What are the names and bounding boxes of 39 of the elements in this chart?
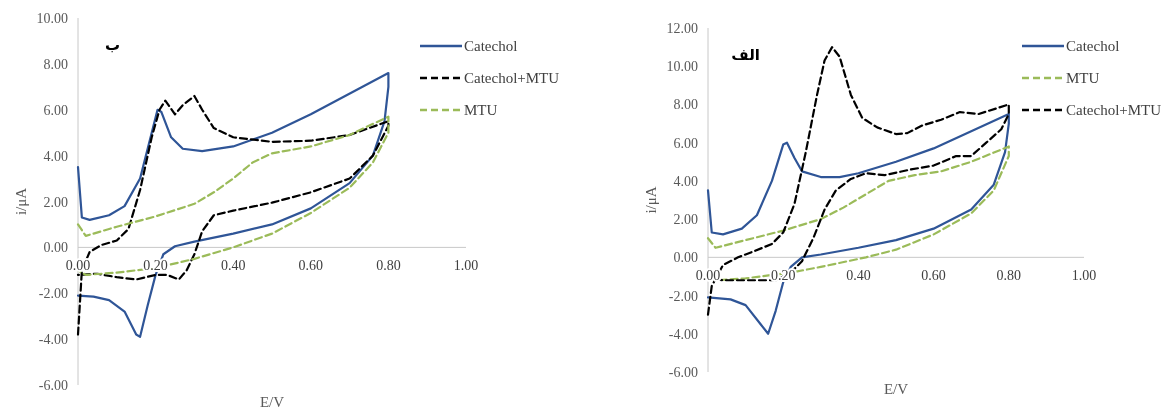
annotation: الف bbox=[731, 46, 760, 64]
x-axis-title: E/V bbox=[259, 394, 285, 410]
legend-label: MTU bbox=[1066, 70, 1100, 86]
y-tick-label: 2.00 bbox=[673, 212, 698, 228]
x-tick-label: 0.40 bbox=[220, 258, 246, 274]
y-tick-label: 10.00 bbox=[666, 59, 698, 75]
legend-label: Catechol+MTU bbox=[464, 70, 560, 86]
legend-label: Catechol bbox=[464, 38, 518, 54]
legend-label: Catechol bbox=[1066, 38, 1120, 54]
x-tick-label: 1.00 bbox=[453, 258, 479, 274]
y-tick-label: 6.00 bbox=[43, 102, 68, 118]
x-tick-label: 0.00 bbox=[695, 268, 721, 284]
y-axis-title: i/μA bbox=[13, 187, 29, 216]
x-tick-label: 0.60 bbox=[921, 268, 946, 284]
y-tick-label: -4.00 bbox=[668, 326, 698, 342]
x-tick-label: 1.00 bbox=[1071, 268, 1097, 284]
y-tick-label: -2.00 bbox=[38, 286, 68, 302]
x-tick-label: 0.80 bbox=[376, 258, 401, 274]
y-tick-label: 4.00 bbox=[43, 148, 68, 164]
y-tick-label: -6.00 bbox=[668, 365, 698, 380]
y-tick-label: 8.00 bbox=[673, 97, 698, 113]
y-tick-label: 8.00 bbox=[43, 56, 68, 72]
y-axis-title: i/μA bbox=[643, 186, 659, 214]
legend-label: Catechol+MTU bbox=[1066, 102, 1162, 118]
legend-label: MTU bbox=[464, 102, 498, 118]
y-tick-label: 10.00 bbox=[36, 11, 68, 26]
x-tick-label: 0.80 bbox=[996, 268, 1022, 284]
x-axis-title: E/V bbox=[883, 381, 909, 397]
y-tick-label: -6.00 bbox=[38, 378, 68, 393]
x-tick-label: 0.60 bbox=[298, 258, 324, 274]
x-tick-label: 0.40 bbox=[846, 268, 871, 284]
y-tick-label: 6.00 bbox=[673, 135, 698, 151]
y-tick-label: 2.00 bbox=[43, 194, 68, 210]
y-tick-label: 12.00 bbox=[666, 21, 698, 36]
y-tick-label: -2.00 bbox=[668, 288, 698, 304]
y-tick-label: -4.00 bbox=[38, 332, 68, 348]
y-tick-label: 0.00 bbox=[43, 240, 68, 256]
y-tick-label: 4.00 bbox=[673, 173, 698, 189]
annotation: ب bbox=[104, 36, 120, 54]
